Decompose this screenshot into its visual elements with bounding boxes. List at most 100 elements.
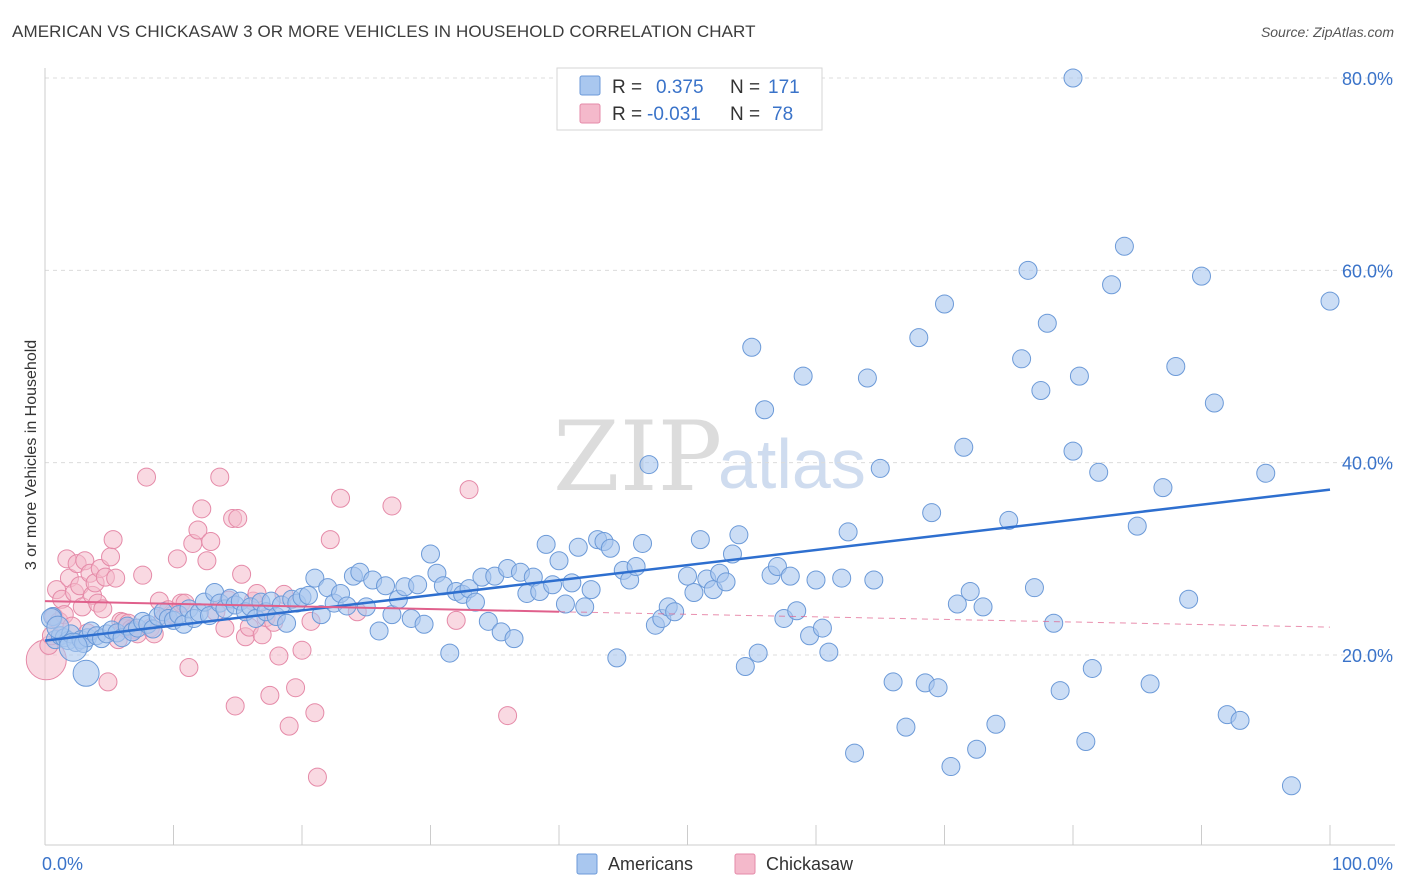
american-point	[870, 458, 890, 478]
american-point	[1044, 613, 1064, 633]
american-point	[1024, 578, 1044, 598]
chickasaw-point	[210, 467, 230, 487]
legend-americans-swatch	[579, 75, 601, 96]
american-point	[440, 643, 460, 663]
american-point	[581, 580, 601, 600]
american-point	[960, 582, 980, 602]
chart-title: AMERICAN VS CHICKASAW 3 OR MORE VEHICLES…	[12, 22, 756, 41]
chickasaw-point	[103, 530, 123, 550]
legend-box	[556, 67, 823, 131]
american-point	[1230, 710, 1250, 730]
legend-americans-n-label: N =	[730, 77, 760, 98]
chickasaw-point	[307, 767, 327, 787]
american-point	[812, 618, 832, 638]
american-point	[665, 602, 685, 622]
american-point	[298, 585, 318, 605]
american-point	[1320, 291, 1340, 311]
chickasaw-point	[279, 716, 299, 736]
y-tick-label-0: 20.0%	[1342, 646, 1393, 666]
american-point	[1204, 393, 1224, 413]
american-point	[690, 530, 710, 550]
american-point	[787, 601, 807, 621]
american-point	[478, 611, 498, 631]
american-point	[1256, 463, 1276, 483]
american-point	[678, 566, 697, 586]
chickasaw-point	[382, 496, 402, 516]
chickasaw-point	[498, 706, 518, 726]
legend-chickasaw-r-value: -0.031	[647, 104, 701, 125]
american-point	[999, 510, 1019, 530]
chickasaw-point	[286, 678, 306, 698]
american-point	[973, 597, 993, 617]
chickasaw-point	[320, 530, 340, 550]
watermark: ZIP atlas	[553, 401, 866, 513]
chickasaw-point	[305, 703, 325, 723]
american-point	[928, 678, 948, 698]
bottom-legend-chickasaw-label: Chickasaw	[766, 854, 854, 874]
american-point	[1179, 589, 1199, 609]
y-tick-labels: 20.0% 40.0% 60.0% 80.0%	[1342, 69, 1393, 666]
american-point	[1166, 357, 1186, 376]
legend-chickasaw-n-label: N =	[730, 104, 760, 125]
chickasaw-point	[292, 640, 312, 660]
american-point	[729, 525, 749, 545]
american-point	[277, 613, 297, 633]
x-tick-label-0: 0.0%	[42, 854, 83, 874]
american-point	[864, 570, 884, 590]
american-point	[575, 597, 595, 617]
american-point	[1050, 681, 1070, 701]
source-label: Source: ZipAtlas.com	[1260, 24, 1394, 40]
chickasaw-point	[215, 618, 235, 638]
american-point	[607, 648, 627, 668]
american-point	[742, 337, 762, 357]
chickasaw-point	[201, 532, 221, 552]
american-point	[755, 400, 775, 420]
american-point	[1082, 658, 1102, 678]
bottom-legend: Americans Chickasaw	[576, 853, 854, 875]
top-legend: R = 0.375 N = 171 R = -0.031 N = 78	[556, 67, 823, 131]
american-point	[832, 568, 852, 588]
american-point	[311, 605, 331, 625]
american-point	[600, 538, 620, 558]
american-point	[408, 575, 428, 595]
chickasaw-point	[137, 467, 157, 487]
american-point	[1114, 236, 1134, 256]
legend-americans-r-label: R =	[612, 77, 642, 98]
american-point	[1140, 674, 1160, 694]
chickasaw-point	[133, 565, 153, 585]
bottom-legend-chickasaw-swatch	[734, 853, 756, 875]
legend-chickasaw-swatch	[579, 103, 601, 124]
chickasaw-point	[331, 488, 351, 508]
american-point	[421, 544, 440, 564]
chickasaw-point	[101, 547, 121, 567]
american-point	[1063, 68, 1083, 88]
american-point	[1076, 732, 1096, 752]
chickasaw-point	[98, 672, 118, 692]
american-point	[1069, 366, 1089, 386]
american-point	[555, 594, 575, 614]
american-point	[935, 294, 954, 314]
american-point	[780, 566, 800, 586]
chickasaw-point	[167, 549, 187, 569]
american-point	[1063, 441, 1083, 461]
american-point	[72, 659, 100, 687]
x-tick-labels: 0.0% 100.0%	[42, 854, 1393, 874]
american-point	[1031, 381, 1051, 401]
american-point	[504, 629, 524, 649]
chickasaw-point	[188, 520, 208, 540]
american-point	[305, 568, 325, 588]
chickasaw-point	[192, 499, 212, 519]
y-axis-title: 3 or more Vehicles in Household	[23, 340, 40, 570]
watermark-zip: ZIP	[553, 401, 722, 513]
american-point	[941, 757, 961, 777]
axes	[44, 68, 1395, 846]
chickasaw-point	[179, 658, 199, 678]
chickasaw-point	[225, 696, 245, 716]
chickasaw-point	[446, 610, 466, 630]
american-point	[543, 575, 563, 595]
american-point	[58, 632, 88, 662]
legend-chickasaw-r-label: R =	[612, 104, 642, 125]
american-point	[947, 594, 967, 614]
watermark-atlas: atlas	[718, 425, 866, 503]
